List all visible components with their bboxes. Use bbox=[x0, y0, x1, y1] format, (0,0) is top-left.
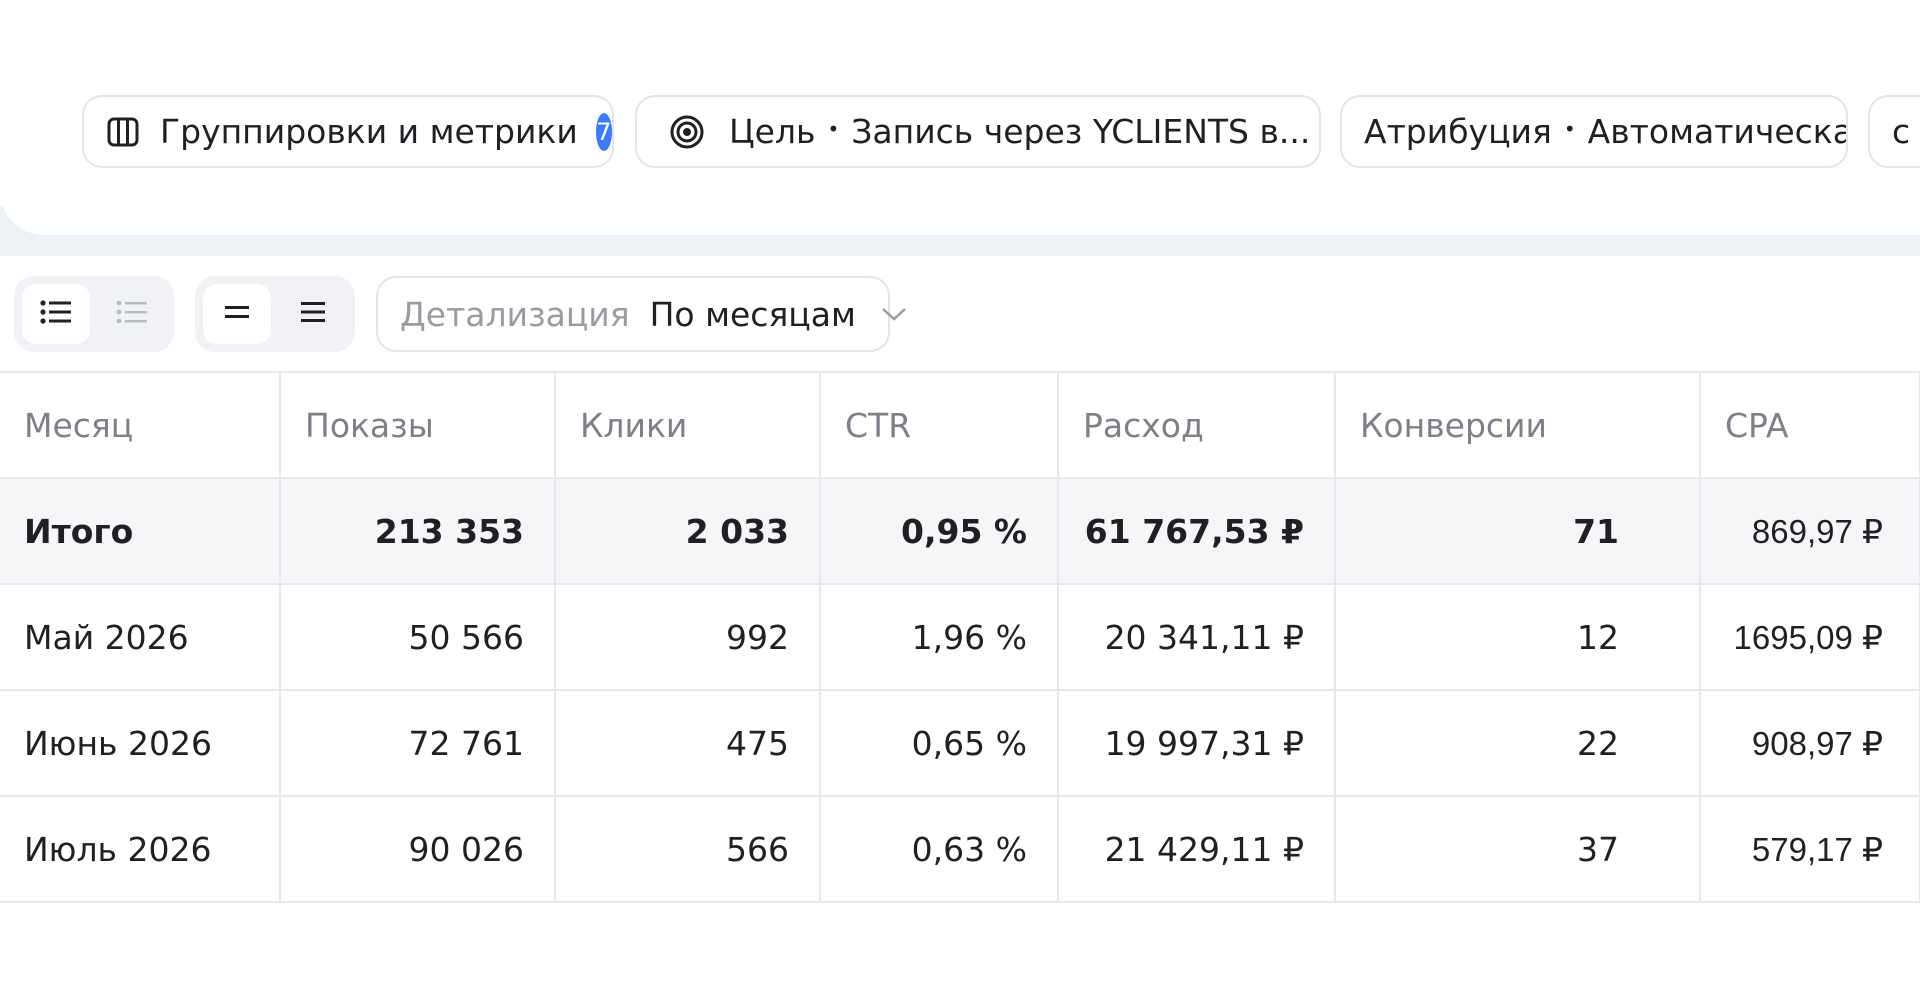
table-cell: Июнь 2026 bbox=[0, 690, 281, 797]
attribution-filter-button[interactable]: Атрибуция • Автоматическая bbox=[1340, 95, 1848, 168]
column-header-cpa[interactable]: CPA bbox=[1700, 371, 1920, 479]
goal-label: Цель bbox=[729, 112, 816, 151]
table-cell: 579,17 ₽ bbox=[1700, 796, 1920, 903]
table-header-row: Месяц Показы Клики CTR Расход Конверсии … bbox=[0, 371, 1920, 479]
normal-density-button[interactable] bbox=[279, 284, 347, 344]
table-cell: 908,97 ₽ bbox=[1700, 690, 1920, 797]
column-header-clicks[interactable]: Клики bbox=[555, 371, 821, 479]
separator-dot: • bbox=[1563, 116, 1576, 141]
total-row: Итого 213 353 2 033 0,95 % 61 767,53 ₽ 7… bbox=[0, 478, 1920, 585]
table-cell: Май 2026 bbox=[0, 584, 281, 691]
separator-dot: • bbox=[827, 116, 840, 141]
column-header-impressions[interactable]: Показы bbox=[280, 371, 556, 479]
list-icon bbox=[40, 299, 72, 329]
density-compact-icon bbox=[224, 302, 250, 326]
table-cell: 72 761 bbox=[280, 690, 556, 797]
attribution-label: Атрибуция bbox=[1364, 112, 1552, 151]
list-view-button[interactable] bbox=[22, 284, 90, 344]
table-cell: 12 bbox=[1335, 584, 1701, 691]
column-header-spend[interactable]: Расход bbox=[1058, 371, 1336, 479]
target-icon bbox=[667, 112, 707, 152]
table-cell: 50 566 bbox=[280, 584, 556, 691]
list-light-icon bbox=[116, 299, 148, 329]
goal-value: Запись через YCLIENTS в... bbox=[851, 112, 1311, 151]
table-cell: 61 767,53 ₽ bbox=[1058, 478, 1336, 585]
extra-filter-button[interactable]: с К bbox=[1868, 95, 1920, 168]
table-cell: 1695,09 ₽ bbox=[1700, 584, 1920, 691]
extra-filter-label: с К bbox=[1892, 112, 1920, 151]
nested-list-view-button[interactable] bbox=[98, 284, 166, 344]
table-cell: 0,65 % bbox=[820, 690, 1059, 797]
table-cell: 22 bbox=[1335, 690, 1701, 797]
table-toolbar: Детализация По месяцам bbox=[0, 256, 1920, 371]
detail-value: По месяцам bbox=[649, 294, 856, 334]
density-normal-icon bbox=[300, 300, 326, 328]
table-cell: 19 997,31 ₽ bbox=[1058, 690, 1336, 797]
table-cell: 566 bbox=[555, 796, 821, 903]
table-cell: 2 033 bbox=[555, 478, 821, 585]
table-cell: 0,95 % bbox=[820, 478, 1059, 585]
table-cell: 71 bbox=[1335, 478, 1701, 585]
table-cell: 21 429,11 ₽ bbox=[1058, 796, 1336, 903]
table-cell: 213 353 bbox=[280, 478, 556, 585]
chevron-down-icon bbox=[880, 305, 908, 323]
table-cell: 1,96 % bbox=[820, 584, 1059, 691]
table-cell: Итого bbox=[0, 478, 281, 585]
table-cell: 20 341,11 ₽ bbox=[1058, 584, 1336, 691]
table-cell: 0,63 % bbox=[820, 796, 1059, 903]
table-cell: 869,97 ₽ bbox=[1700, 478, 1920, 585]
table-cell: 37 bbox=[1335, 796, 1701, 903]
compact-density-button[interactable] bbox=[203, 284, 271, 344]
detail-level-select[interactable]: Детализация По месяцам bbox=[376, 276, 906, 352]
table-cell: 992 bbox=[555, 584, 821, 691]
row-density-toggle bbox=[195, 276, 355, 352]
table-cell: Июль 2026 bbox=[0, 796, 281, 903]
groupings-metrics-button[interactable]: Группировки и метрики 7 bbox=[82, 95, 614, 168]
column-header-ctr[interactable]: CTR bbox=[820, 371, 1059, 479]
detail-label: Детализация bbox=[400, 294, 630, 334]
table-cell: 90 026 bbox=[280, 796, 556, 903]
goal-filter-button[interactable]: Цель • Запись через YCLIENTS в... bbox=[635, 95, 1321, 168]
table-row: Июль 2026 90 026 566 0,63 % 21 429,11 ₽ … bbox=[0, 796, 1920, 903]
column-header-month[interactable]: Месяц bbox=[0, 371, 281, 479]
table-cell: 475 bbox=[555, 690, 821, 797]
groupings-count-badge: 7 bbox=[595, 112, 612, 151]
column-header-conversions[interactable]: Конверсии bbox=[1335, 371, 1701, 479]
view-mode-toggle bbox=[14, 276, 174, 352]
table-row: Май 2026 50 566 992 1,96 % 20 341,11 ₽ 1… bbox=[0, 584, 1920, 691]
columns-icon bbox=[106, 112, 140, 152]
groupings-label: Группировки и метрики bbox=[160, 112, 578, 151]
stats-table: Месяц Показы Клики CTR Расход Конверсии … bbox=[0, 371, 1920, 903]
table-row: Июнь 2026 72 761 475 0,65 % 19 997,31 ₽ … bbox=[0, 690, 1920, 797]
filter-panel: Группировки и метрики 7 Цель • Запись че… bbox=[0, 0, 1920, 235]
attribution-value: Автоматическая bbox=[1587, 112, 1848, 151]
